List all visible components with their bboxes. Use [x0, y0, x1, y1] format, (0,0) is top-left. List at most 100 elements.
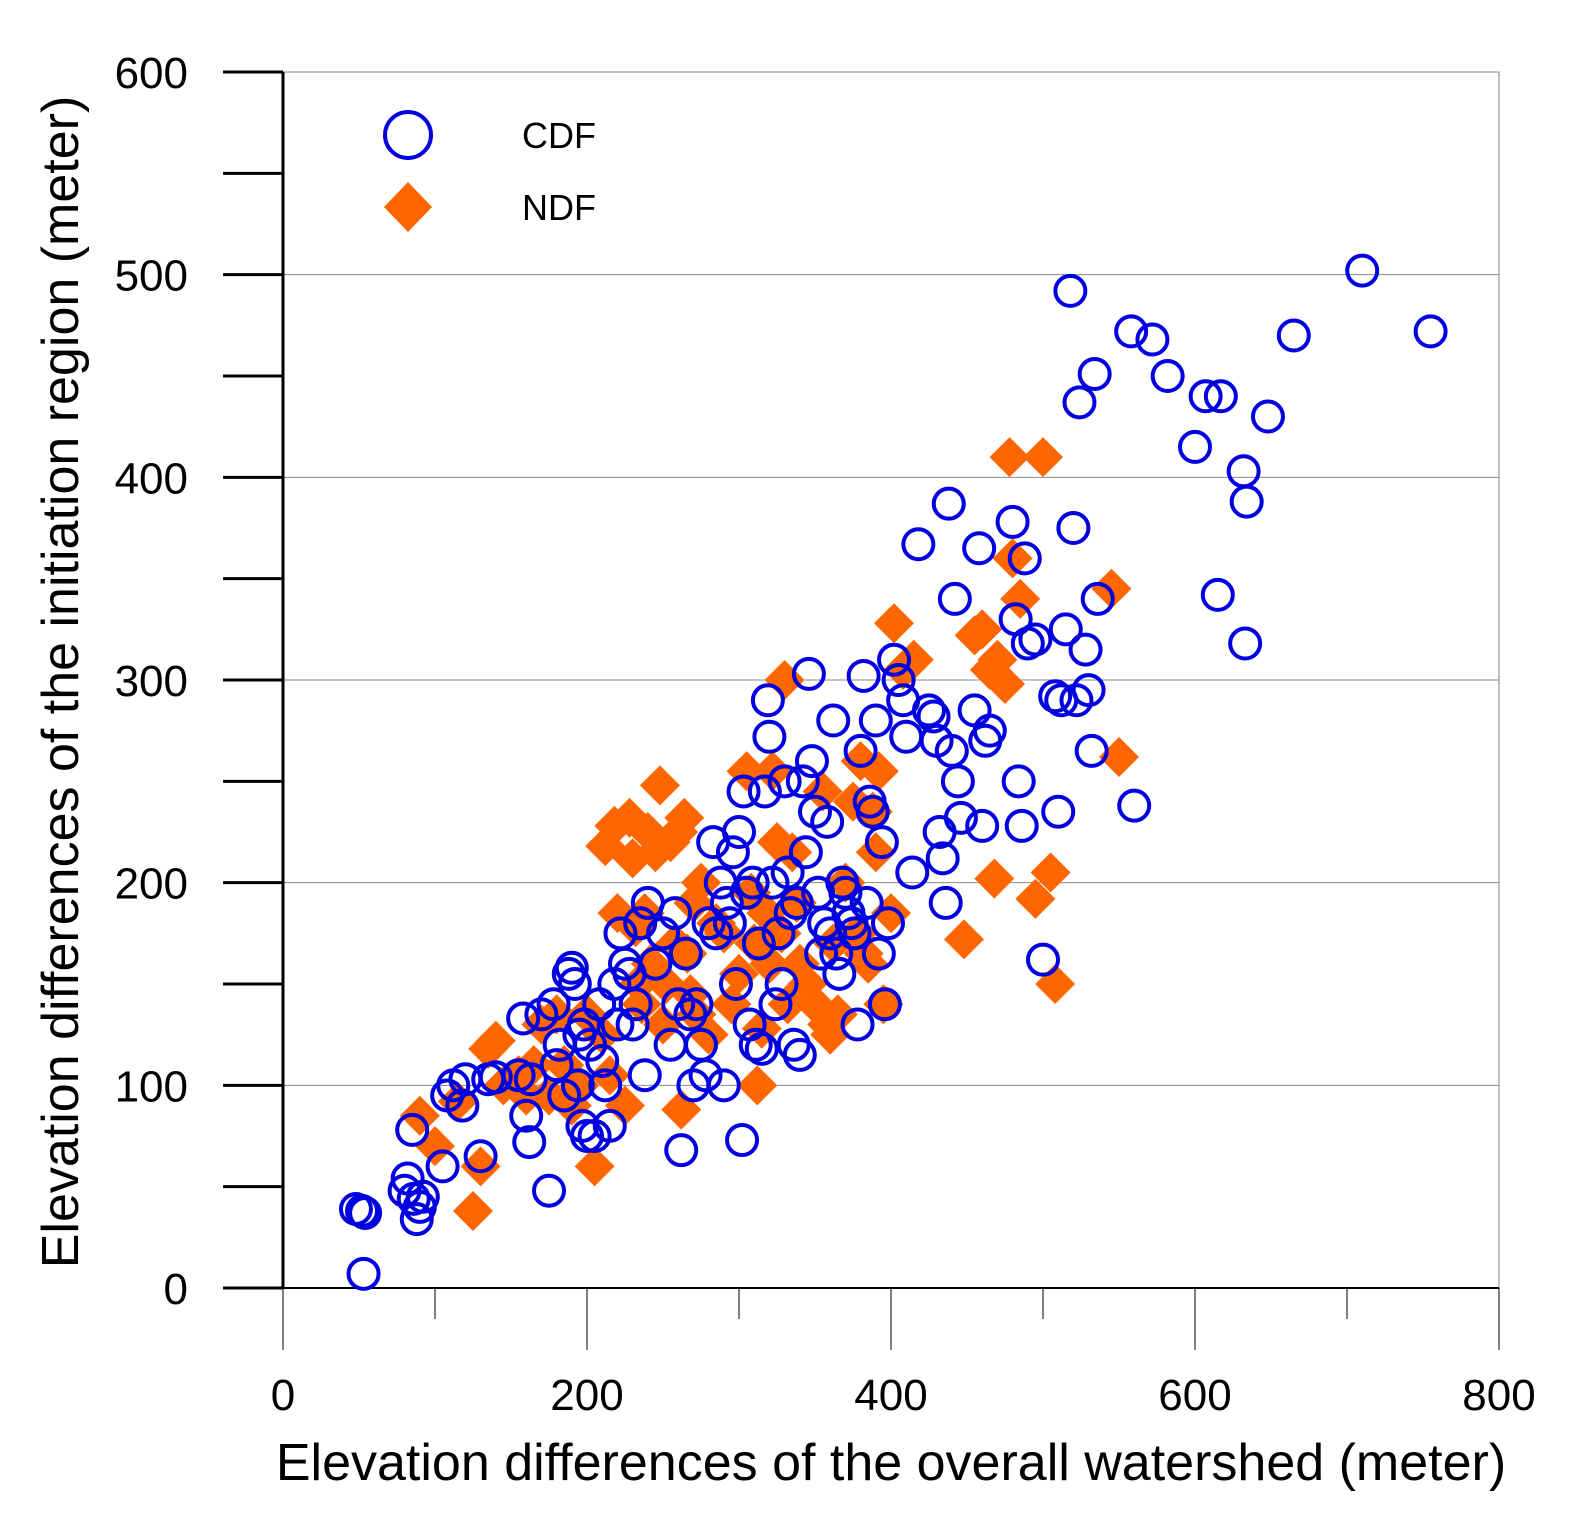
ndf-point [985, 664, 1025, 705]
cdf-point [718, 967, 753, 1001]
cdf-point [819, 936, 854, 971]
cdf-point [1276, 318, 1311, 353]
ndf-point [1000, 578, 1041, 619]
cdf-point [658, 896, 693, 931]
cdf-point [843, 733, 878, 768]
cdf-point [679, 987, 714, 1022]
cdf-point [463, 1139, 498, 1174]
y-tick-label: 600 [115, 49, 188, 98]
cdf-point [1001, 764, 1036, 799]
cdf-point [532, 1173, 566, 1208]
y-tick-label: 300 [115, 657, 188, 706]
cdf-point [592, 1108, 627, 1143]
ndf-point [943, 919, 984, 960]
y-axis-ticks: 0 100 200 300 400 500 600 [115, 49, 283, 1314]
cdf-point [536, 987, 571, 1022]
cdf-point [962, 531, 997, 566]
cdf-point [747, 774, 782, 809]
cdf-point [1056, 511, 1091, 545]
cdf-point [813, 916, 848, 951]
cdf-point [870, 906, 905, 941]
cdf-point [846, 658, 881, 693]
cdf-point [1071, 673, 1106, 708]
cdf-point [1074, 733, 1109, 768]
cdf-point [972, 713, 1007, 748]
cdf-point [750, 683, 785, 718]
cdf-point [395, 1112, 430, 1147]
cdf-point [405, 1179, 440, 1214]
cdf-point [758, 987, 793, 1022]
x-tick-label: 600 [1158, 1371, 1231, 1420]
y-axis-title: Elevation differences of the initiation … [32, 96, 90, 1269]
cdf-point [782, 1037, 817, 1072]
ndf-point [874, 603, 915, 644]
cdf-point [346, 1256, 381, 1291]
x-tick-label: 400 [854, 1371, 927, 1420]
cdf-point [837, 916, 872, 951]
cdf-point [512, 1125, 547, 1160]
cdf-point [618, 987, 653, 1022]
cdf-point [788, 835, 823, 870]
cdf-point [861, 936, 896, 971]
cdf-point [506, 1001, 541, 1036]
cdf-point [554, 950, 589, 985]
cdf-point [940, 764, 975, 799]
cdf-point [937, 581, 972, 616]
cdf-point [764, 967, 799, 1001]
legend-cdf-label: CDF [522, 115, 596, 156]
cdf-point [557, 967, 592, 1001]
cdf-point [881, 663, 916, 697]
x-tick-label: 800 [1462, 1371, 1535, 1420]
cdf-point [858, 703, 893, 738]
y-tick-label: 200 [115, 860, 188, 909]
y-tick-label: 400 [115, 454, 188, 503]
ndf-point [688, 1014, 729, 1055]
ndf-point [1099, 737, 1139, 778]
cdf-point [1150, 359, 1185, 393]
cdf-point [785, 764, 820, 799]
ndf-point [992, 538, 1033, 579]
cdf-point [965, 808, 1000, 843]
y-tick-label: 500 [115, 252, 188, 301]
legend-ndf-label: NDF [522, 187, 596, 228]
cdf-point [1228, 626, 1263, 661]
cdf-point [1077, 356, 1112, 391]
cdf-point [1080, 581, 1115, 616]
cdf-point [585, 1044, 620, 1079]
cdf-point [912, 693, 946, 728]
cdf-point [1117, 788, 1152, 823]
cdf-point [928, 885, 963, 920]
ndf-point [453, 1190, 493, 1231]
ndf-point [737, 1065, 778, 1106]
ndf-point [749, 943, 790, 984]
cdf-point [348, 1196, 383, 1231]
ndf-point [795, 984, 835, 1025]
cdf-point [767, 764, 802, 799]
cdf-point [744, 1031, 779, 1066]
ndf-point [767, 984, 808, 1025]
cdf-point [1188, 379, 1223, 414]
cdf-point [1007, 541, 1042, 576]
cdf-point [668, 936, 703, 971]
y-tick-label: 100 [115, 1062, 188, 1111]
cdf-point [691, 906, 726, 941]
cdf-point [638, 946, 673, 981]
cdf-point [794, 744, 829, 779]
cdf-point [1041, 794, 1076, 829]
cdf-point [816, 703, 851, 738]
ndf-point [802, 771, 843, 812]
cdf-point [1178, 429, 1212, 464]
cdf-point [478, 1060, 513, 1095]
cdf-point [722, 815, 756, 849]
cdf-point [1048, 612, 1083, 647]
ndf-point [475, 1020, 516, 1061]
cdf-point [943, 800, 978, 835]
cdf-point [1053, 273, 1088, 308]
cdf-point [741, 926, 776, 961]
ndf-point [639, 765, 680, 806]
cdf-point [864, 825, 899, 860]
cdf-point [735, 865, 770, 900]
cdf-point [712, 906, 747, 941]
cdf-point [770, 855, 805, 890]
